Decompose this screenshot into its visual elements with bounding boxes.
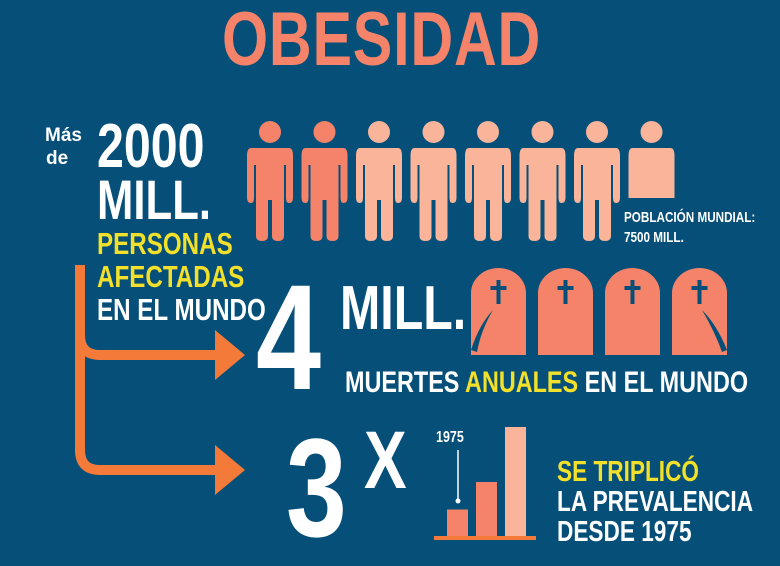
arrow-line-prevalence (75, 330, 222, 475)
deaths-unit: MILL. (340, 274, 467, 343)
affected-unit: MILL. (97, 168, 212, 231)
person-icon (628, 121, 675, 198)
prevalence-line3: DESDE 1975 (557, 516, 692, 548)
chart-bar (476, 482, 497, 537)
prevalence-superscript: X (364, 415, 407, 506)
deaths-caption: MUERTES ANUALES EN EL MUNDO (345, 368, 748, 398)
cross-icon (496, 280, 501, 304)
tombstone-icon (471, 267, 526, 355)
prevalence-chart (447, 427, 526, 537)
prevalence-number: 3 (286, 409, 347, 566)
chart-baseline (434, 536, 536, 540)
person-icon (301, 121, 348, 241)
chart-bar (505, 427, 526, 537)
chart-label-dot (455, 498, 461, 504)
deaths-caption-pre: MUERTES (345, 366, 466, 399)
prevalence-line1: SE TRIPLICÓ (557, 456, 700, 488)
grass-icon (702, 310, 727, 352)
affected-line2: AFECTADAS (97, 259, 245, 294)
arrows (75, 265, 222, 475)
grass-icon (471, 310, 493, 352)
chart-label: 1975 (436, 429, 464, 446)
cross-icon (563, 280, 568, 304)
tombstones (471, 267, 727, 355)
person-icon (356, 121, 402, 241)
population-label: POBLACIÓN MUNDIAL: (624, 209, 756, 226)
chart-bar (447, 509, 468, 537)
affected-prefix-2: de (46, 148, 69, 169)
person-icon (574, 121, 620, 241)
arrow-head-deaths (215, 330, 245, 380)
affected-line1: PERSONAS (97, 226, 233, 261)
deaths-caption-highlight: ANUALES (465, 366, 579, 399)
arrow-head-prevalence (215, 445, 245, 495)
person-icon (247, 121, 293, 241)
affected-line3: EN EL MUNDO (97, 292, 266, 327)
deaths-number: 4 (256, 253, 322, 421)
prevalence-line2: LA PREVALENCIA (557, 486, 754, 518)
tombstone-icon (672, 267, 727, 355)
deaths-caption-post: EN EL MUNDO (578, 366, 749, 399)
person-icon (465, 121, 511, 241)
affected-number: 2000 (97, 112, 205, 181)
tombstone-icon (538, 267, 593, 355)
person-icon (519, 121, 566, 241)
affected-prefix-1: Más (45, 125, 82, 146)
arrow-line-deaths (75, 265, 222, 360)
cross-icon (697, 280, 702, 304)
population-figures (247, 121, 675, 241)
person-icon (410, 121, 457, 241)
tombstone-icon (605, 267, 660, 355)
title: OBESIDAD (222, 0, 542, 82)
population-value: 7500 MILL. (624, 229, 684, 246)
cross-icon (630, 280, 635, 304)
